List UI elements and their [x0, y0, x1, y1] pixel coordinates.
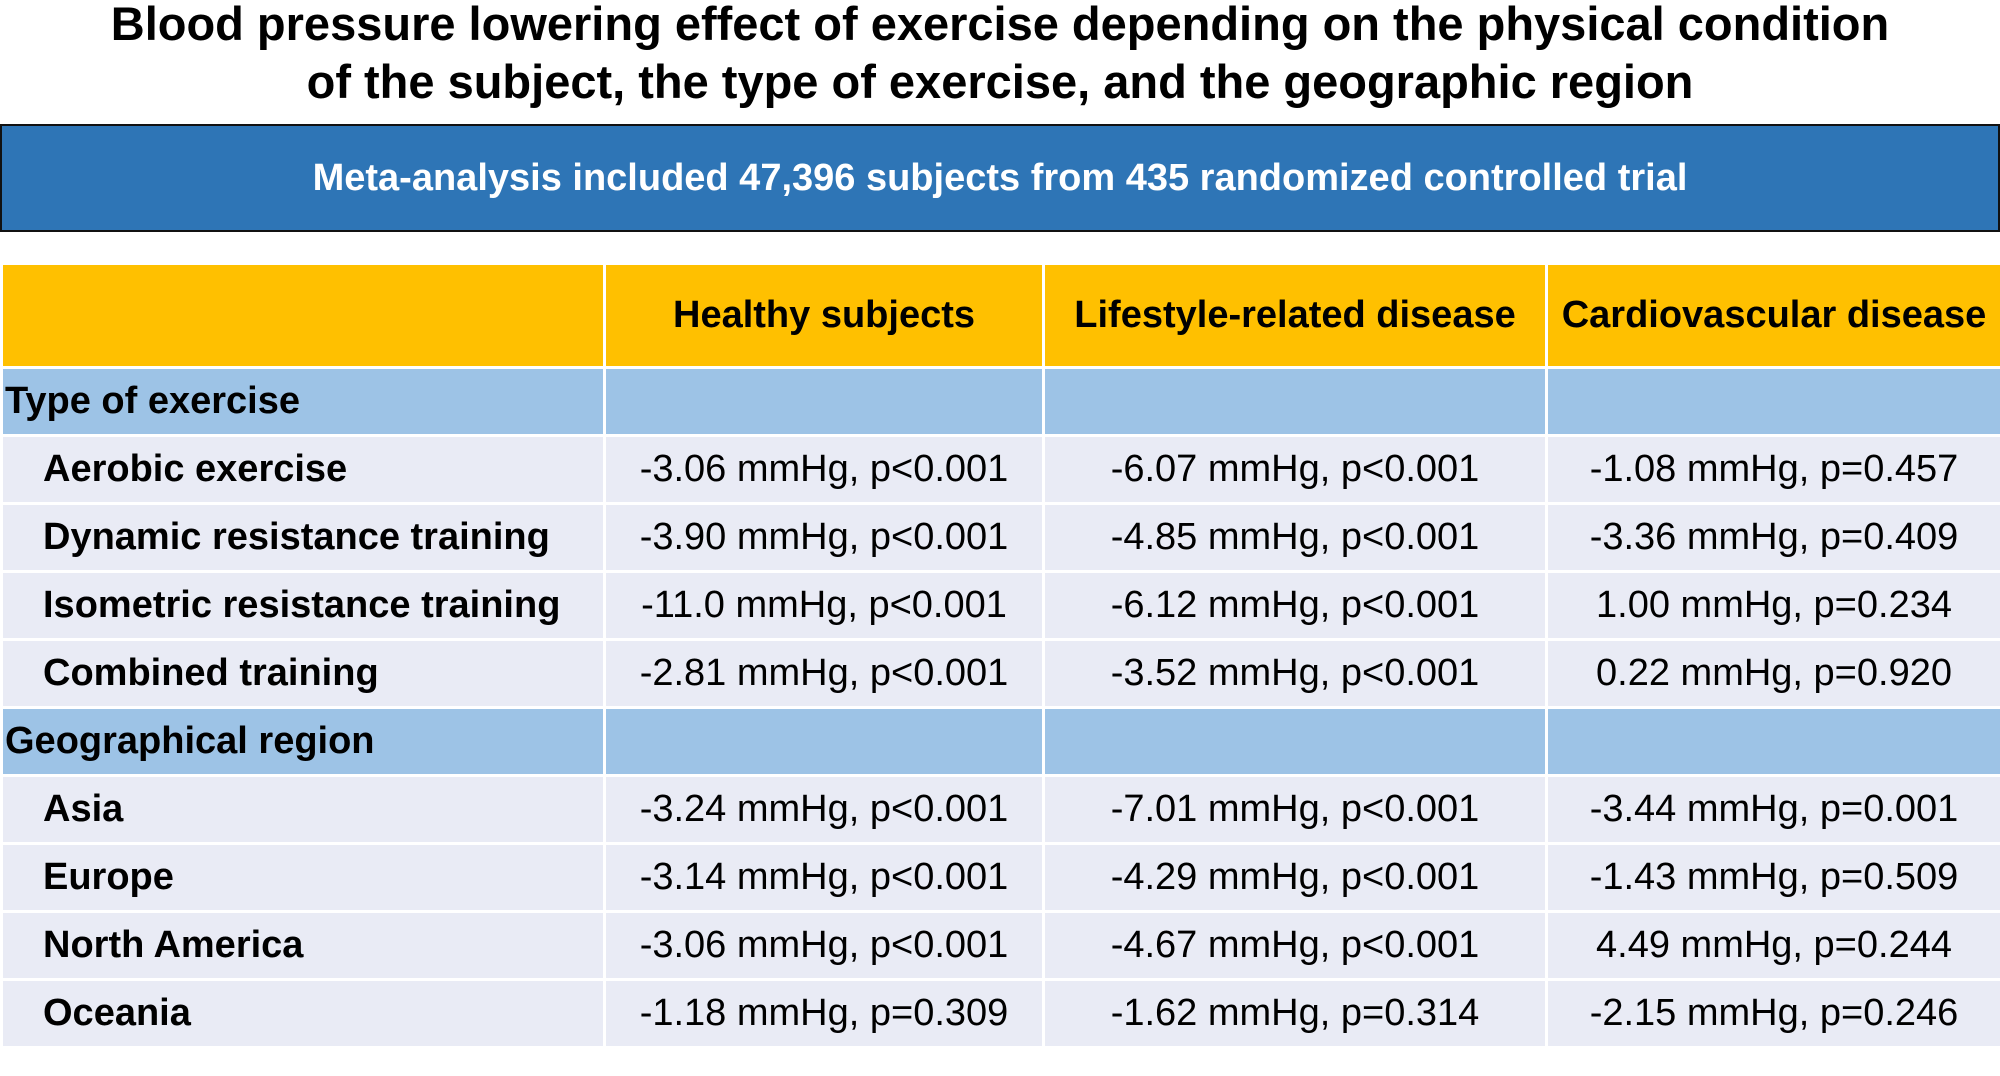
- value-cell: -4.67 mmHg, p<0.001: [1042, 910, 1548, 981]
- section-label: Type of exercise: [0, 366, 606, 437]
- section-cell: [1545, 366, 2000, 437]
- value-cell: -1.62 mmHg, p=0.314: [1042, 978, 1548, 1049]
- value-cell: -3.36 mmHg, p=0.409: [1545, 502, 2000, 573]
- value-cell: 4.49 mmHg, p=0.244: [1545, 910, 2000, 981]
- row-label: Europe: [0, 842, 606, 913]
- value-cell: -6.12 mmHg, p<0.001: [1042, 570, 1548, 641]
- row-label: Oceania: [0, 978, 606, 1049]
- section-row: Geographical region: [0, 706, 2000, 777]
- value-cell: -1.08 mmHg, p=0.457: [1545, 434, 2000, 505]
- section-cell: [603, 366, 1045, 437]
- row-label: North America: [0, 910, 606, 981]
- table-row: North America -3.06 mmHg, p<0.001 -4.67 mm…: [0, 910, 2000, 981]
- row-label: Asia: [0, 774, 606, 845]
- value-cell: -7.01 mmHg, p<0.001: [1042, 774, 1548, 845]
- value-cell: -3.44 mmHg, p=0.001: [1545, 774, 2000, 845]
- header-healthy-subjects: Healthy subjects: [603, 262, 1045, 369]
- row-label: Aerobic exercise: [0, 434, 606, 505]
- section-cell: [1042, 366, 1548, 437]
- title-line-1: Blood pressure lowering effect of exerci…: [110, 0, 1890, 50]
- title-line-2: of the subject, the type of exercise, an…: [306, 55, 1694, 108]
- value-cell: -4.29 mmHg, p<0.001: [1042, 842, 1548, 913]
- value-cell: -1.18 mmHg, p=0.309: [603, 978, 1045, 1049]
- value-cell: -3.06 mmHg, p<0.001: [603, 434, 1045, 505]
- section-label: Geographical region: [0, 706, 606, 777]
- value-cell: -3.90 mmHg, p<0.001: [603, 502, 1045, 573]
- table-row: Oceania -1.18 mmHg, p=0.309 -1.62 mmHg, p=…: [0, 978, 2000, 1049]
- section-cell: [1042, 706, 1548, 777]
- table-header-row: Healthy subjects Lifestyle-related disea…: [0, 262, 2000, 369]
- row-label: Combined training: [0, 638, 606, 709]
- header-cardiovascular-disease: Cardiovascular disease: [1545, 262, 2000, 369]
- value-cell: -3.24 mmHg, p<0.001: [603, 774, 1045, 845]
- table-row: Europe -3.14 mmHg, p<0.001 -4.29 mmHg, p<0…: [0, 842, 2000, 913]
- value-cell: -1.43 mmHg, p=0.509: [1545, 842, 2000, 913]
- section-cell: [603, 706, 1045, 777]
- table-row: Asia -3.24 mmHg, p<0.001 -7.01 mmHg, p<0.0…: [0, 774, 2000, 845]
- value-cell: -6.07 mmHg, p<0.001: [1042, 434, 1548, 505]
- section-row: Type of exercise: [0, 366, 2000, 437]
- value-cell: -4.85 mmHg, p<0.001: [1042, 502, 1548, 573]
- value-cell: -2.81 mmHg, p<0.001: [603, 638, 1045, 709]
- section-cell: [1545, 706, 2000, 777]
- table-row: Dynamic resistance training -3.90 mmHg, p…: [0, 502, 2000, 573]
- banner-text: Meta-analysis included 47,396 subjects f…: [312, 156, 1688, 199]
- table-row: Isometric resistance training -11.0 mmHg,…: [0, 570, 2000, 641]
- row-label: Dynamic resistance training: [0, 502, 606, 573]
- summary-banner: Meta-analysis included 47,396 subjects f…: [0, 124, 2000, 232]
- header-empty: [0, 262, 606, 369]
- value-cell: -11.0 mmHg, p<0.001: [603, 570, 1045, 641]
- results-table: Healthy subjects Lifestyle-related disea…: [0, 262, 2000, 1049]
- value-cell: -3.52 mmHg, p<0.001: [1042, 638, 1548, 709]
- value-cell: 0.22 mmHg, p=0.920: [1545, 638, 2000, 709]
- table-row: Combined training -2.81 mmHg, p<0.001 -3.5…: [0, 638, 2000, 709]
- table-row: Aerobic exercise -3.06 mmHg, p<0.001 -6.07…: [0, 434, 2000, 505]
- value-cell: 1.00 mmHg, p=0.234: [1545, 570, 2000, 641]
- header-lifestyle-disease: Lifestyle-related disease: [1042, 262, 1548, 369]
- value-cell: -3.06 mmHg, p<0.001: [603, 910, 1045, 981]
- value-cell: -3.14 mmHg, p<0.001: [603, 842, 1045, 913]
- row-label: Isometric resistance training: [0, 570, 606, 641]
- value-cell: -2.15 mmHg, p=0.246: [1545, 978, 2000, 1049]
